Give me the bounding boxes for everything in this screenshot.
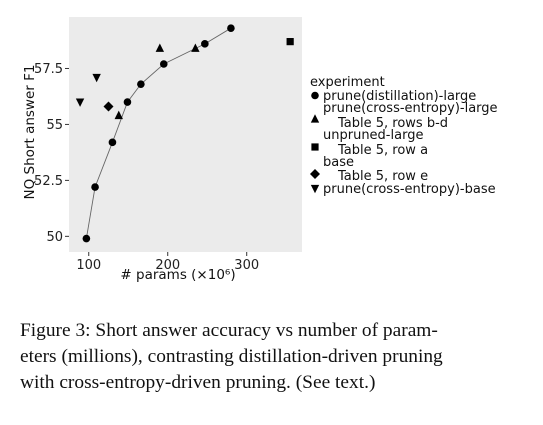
caption-line-1: Figure 3: Short answer accuracy vs numbe…: [20, 320, 438, 341]
x-axis-ticks: 100 200 300: [76, 252, 259, 273]
data-point-pd-5: [159, 60, 168, 68]
series-line-pd: [85, 27, 232, 239]
caption-line-2: eters (millions), contrasting distillati…: [20, 346, 443, 367]
legend-items: prune(distillation)-largeprune(cross-ent…: [310, 89, 498, 197]
data-point-pd-2: [108, 138, 117, 147]
data-point-b-0: [103, 101, 114, 112]
data-point-pcb-0: [75, 98, 85, 107]
x-tick-label: 100: [76, 258, 101, 273]
legend-marker-pcl: [310, 114, 320, 123]
legend-sublabel: Table 5, row a: [337, 143, 428, 158]
legend-marker-pd: [311, 91, 319, 100]
x-tick-label: 200: [155, 258, 180, 273]
data-point-pd-0: [82, 234, 91, 243]
y-tick-label: 57.5: [34, 62, 63, 77]
data-point-pcl-2: [191, 43, 200, 52]
caption-line-3: with cross-entropy-driven pruning. (See …: [20, 372, 376, 393]
legend-marker-ul: [311, 143, 319, 151]
plot-area: [69, 17, 302, 252]
data-point-pd-3: [123, 98, 132, 106]
data-point-pd-1: [91, 183, 99, 191]
plot-background: [69, 17, 302, 252]
legend: experiment prune(distillation)-largeprun…: [310, 75, 498, 197]
data-point-pd-7: [227, 24, 235, 32]
legend-marker-b: [310, 169, 320, 179]
y-axis-ticks: 50 52.5 55 57.5: [34, 62, 69, 245]
legend-item-pd: prune(distillation)-large: [311, 89, 476, 104]
series-pcb: [75, 73, 101, 107]
legend-sublabel: Table 5, row e: [337, 169, 428, 184]
data-point-pcl-1: [155, 43, 165, 52]
data-point-pd-6: [201, 40, 209, 48]
series-b: [103, 101, 114, 112]
figure-caption: Figure 3: Short answer accuracy vs numbe…: [20, 318, 535, 396]
data-point-pd-4: [137, 80, 145, 88]
legend-sublabel: Table 5, rows b-d: [337, 116, 448, 131]
legend-item-pcb: prune(cross-entropy)-base: [310, 182, 496, 197]
data-point-pcl-0: [114, 110, 123, 120]
legend-label: prune(distillation)-large: [323, 89, 476, 104]
legend-label: prune(cross-entropy)-base: [323, 182, 496, 197]
legend-label: base: [323, 155, 354, 170]
legend-label: prune(cross-entropy)-large: [323, 101, 498, 116]
series-pcl: [114, 43, 200, 120]
y-axis-title: NQ Short answer F1: [22, 65, 38, 200]
data-point-pcb-1: [92, 73, 101, 83]
series-ul: [286, 38, 294, 46]
y-tick-label: 55: [46, 118, 63, 133]
legend-marker-pcb: [310, 184, 320, 194]
legend-label: unpruned-large: [323, 128, 423, 143]
y-tick-label: 52.5: [34, 174, 63, 189]
scatter-chart: 50 52.5 55 57.5 100 200 300 NQ Short answer F…: [22, 17, 498, 283]
x-axis-title: # params (×10⁶): [120, 267, 235, 283]
data-point-ul-0: [286, 38, 294, 46]
x-tick-label: 300: [234, 258, 259, 273]
series-pd: [82, 24, 235, 243]
legend-title: experiment: [310, 75, 385, 90]
y-tick-label: 50: [46, 230, 63, 245]
